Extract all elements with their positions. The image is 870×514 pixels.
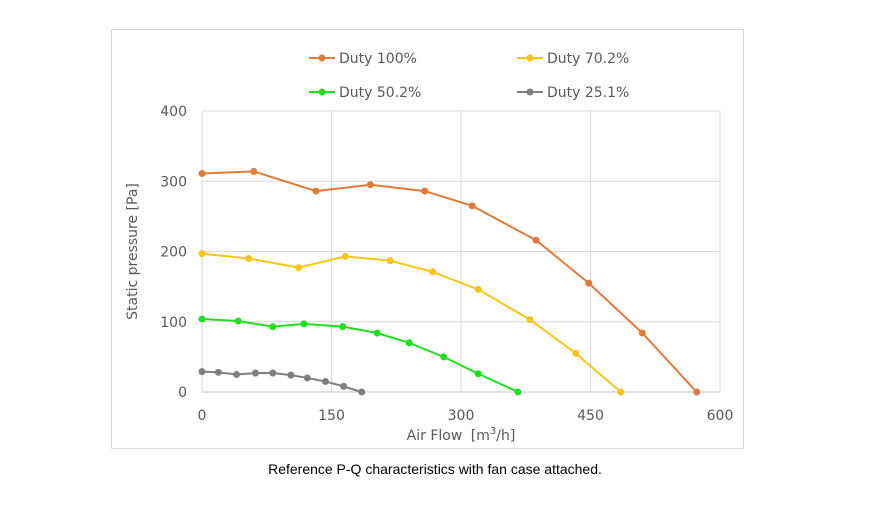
data-point [214,368,222,376]
data-point [373,329,381,337]
data-point [198,170,206,178]
legend-entry: Duty 25.1% [517,85,629,101]
data-point [585,279,593,287]
chart-caption: Reference P-Q characteristics with fan c… [268,461,602,477]
series-line [201,370,363,393]
data-point [474,370,482,378]
data-point [303,374,311,382]
legend-marker [318,88,326,96]
data-point [269,323,277,331]
y-tick-label: 400 [160,104,187,120]
x-tick-label: 600 [707,408,734,424]
series-1 [198,167,701,396]
data-point [693,388,701,396]
y-axis-label: Static pressure [Pa] [125,183,141,320]
data-point [245,255,253,263]
legend-marker [526,54,534,62]
x-tick-label: 450 [577,408,604,424]
data-point [321,377,329,385]
data-point [386,257,394,265]
chart-frame: 0 100 200 300 400 0 150 300 450 600 Duty 100% Duty… [111,29,744,449]
legend-entry: Duty 50.2% [309,85,421,101]
data-point [287,371,295,379]
x-tick-label: 300 [448,408,475,424]
data-point [358,388,366,396]
data-point [638,329,646,337]
y-tick-label: 100 [160,315,187,331]
series-4 [198,368,366,396]
x-axis-label: Air Flow [m3/h] [407,426,516,444]
x-axis-label-unit: [m [471,428,490,444]
series-3 [198,315,522,396]
data-point [405,339,413,347]
tick-labels: 0 100 200 300 400 0 150 300 450 600 [160,104,733,424]
data-point [532,236,540,244]
data-point [572,349,580,357]
x-axis-label-text: Air Flow [407,428,463,444]
data-point [617,388,625,396]
data-point [339,323,347,331]
data-point [440,353,448,361]
x-axis-label-unit-sup: 3 [490,426,496,437]
data-point [252,369,260,377]
legend-marker [318,54,326,62]
x-tick-label: 0 [198,408,207,424]
data-point [366,181,374,189]
series-layer [198,167,701,396]
series-line [201,252,622,393]
series-line [201,317,519,393]
legend-entry: Duty 70.2% [517,51,629,67]
data-point [198,368,206,376]
data-point [198,250,206,258]
y-tick-label: 300 [160,174,187,190]
data-point [295,264,303,272]
legend: Duty 100% Duty 70.2% Duty 50.2% Duty 25.1% [309,51,629,101]
legend-label: Duty 100% [339,51,417,67]
legend-marker [526,88,534,96]
data-point [198,315,206,323]
y-tick-label: 200 [160,245,187,261]
data-point [474,285,482,293]
x-axis-label-unit-tail: /h] [496,428,515,444]
data-point [269,369,277,377]
data-point [312,187,320,195]
legend-entry: Duty 100% [309,51,417,67]
data-point [421,187,429,195]
data-point [250,167,258,175]
data-point [468,202,476,210]
grid [201,110,721,393]
series-2 [198,250,625,396]
legend-label: Duty 50.2% [339,85,421,101]
data-point [514,388,522,396]
data-point [233,370,241,378]
data-point [429,268,437,276]
x-tick-label: 150 [318,408,345,424]
series-line [201,170,698,393]
data-point [340,382,348,390]
y-tick-label: 0 [178,385,187,401]
data-point [234,317,242,325]
legend-label: Duty 70.2% [547,51,629,67]
data-point [526,316,534,324]
legend-label: Duty 25.1% [547,85,629,101]
data-point [300,320,308,328]
data-point [341,252,349,260]
